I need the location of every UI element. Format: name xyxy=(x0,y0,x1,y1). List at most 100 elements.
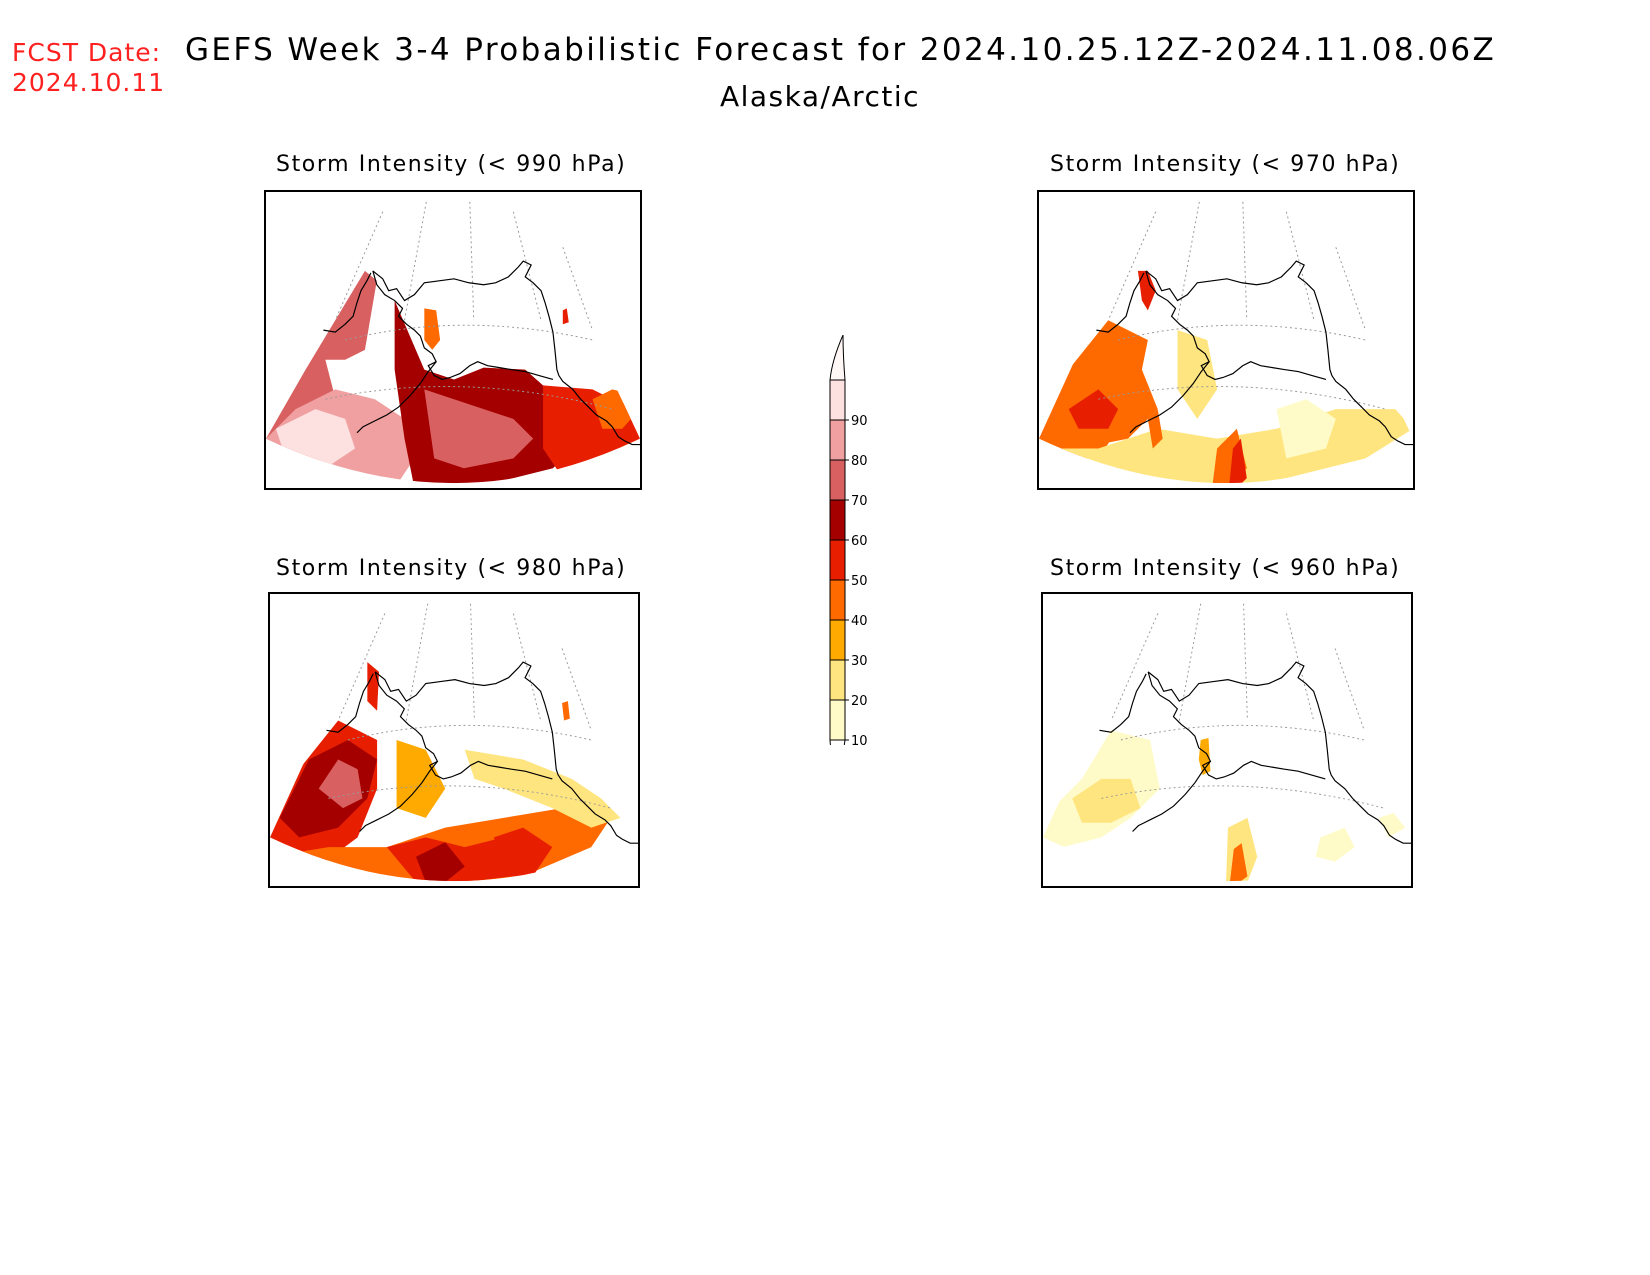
coastline xyxy=(1129,361,1210,434)
graticule-line xyxy=(405,603,429,721)
coastline xyxy=(1132,761,1211,832)
graticule-line xyxy=(512,613,542,721)
coastline xyxy=(1147,671,1326,780)
probability-colorbar: 10 20 30 40 50 60 70 80 90 xyxy=(829,335,868,745)
probability-region xyxy=(1229,843,1248,882)
probability-region xyxy=(1177,330,1218,419)
probability-region xyxy=(1228,438,1247,484)
map-panel-990 xyxy=(264,190,642,490)
graticule-line xyxy=(1243,603,1248,721)
coastline xyxy=(1145,260,1413,446)
colorbar-segment xyxy=(830,660,845,700)
shading-group xyxy=(1043,730,1406,882)
probability-region xyxy=(543,385,640,479)
colorbar-label: 90 xyxy=(851,414,868,429)
map-svg xyxy=(1043,603,1411,882)
panel-title-970: Storm Intensity (< 970 hPa) xyxy=(1050,152,1401,177)
coastline xyxy=(1096,272,1145,333)
graticule-line xyxy=(1107,211,1157,321)
probability-region xyxy=(1068,389,1119,429)
colorbar-top-wedge xyxy=(829,335,846,381)
forecast-date-value: 2024.10.11 xyxy=(12,68,166,97)
shading-group xyxy=(266,270,640,484)
graticule-line xyxy=(1285,211,1315,321)
graticule-line xyxy=(347,724,592,741)
probability-region xyxy=(464,749,621,828)
coastline xyxy=(1099,673,1147,733)
coastline xyxy=(372,260,640,446)
forecast-date-block: FCST Date: 2024.10.11 xyxy=(12,38,165,98)
probability-region xyxy=(493,827,553,877)
map-panel-980 xyxy=(268,592,640,888)
coastline xyxy=(374,661,638,844)
forecast-date-label: FCST Date: xyxy=(12,38,162,67)
colorbar-segment xyxy=(830,580,845,620)
coastline xyxy=(374,671,553,780)
probability-region xyxy=(396,740,446,818)
colorbar-segment xyxy=(830,620,845,660)
colorbar-label: 50 xyxy=(851,574,868,589)
graticule-line xyxy=(512,211,542,321)
map-svg xyxy=(1039,201,1413,484)
colorbar-bottom-wedge xyxy=(829,739,846,745)
probability-region xyxy=(1315,827,1355,862)
probability-region xyxy=(562,701,570,721)
map-panel-970 xyxy=(1037,190,1415,490)
panel-title-960: Storm Intensity (< 960 hPa) xyxy=(1050,556,1401,581)
colorbar-segment xyxy=(830,500,845,540)
graticule-line xyxy=(1120,724,1365,741)
graticule-line xyxy=(1110,613,1159,721)
map-panel-960 xyxy=(1041,592,1413,888)
probability-region xyxy=(562,308,569,325)
coastline xyxy=(323,272,372,333)
graticule-line xyxy=(404,201,427,321)
graticule-line xyxy=(1242,201,1248,321)
graticule-line xyxy=(337,613,386,721)
graticule-line xyxy=(1334,648,1365,731)
probability-region xyxy=(1072,778,1141,823)
probability-region xyxy=(1137,270,1156,311)
panel-title-990: Storm Intensity (< 990 hPa) xyxy=(276,152,627,177)
colorbar-segment xyxy=(830,460,845,500)
graticule-line xyxy=(470,603,475,721)
graticule-line xyxy=(1178,603,1202,721)
probability-region xyxy=(1276,399,1336,459)
graticule-line xyxy=(1285,613,1315,721)
graticule-line xyxy=(328,785,611,809)
probability-region xyxy=(424,389,534,469)
coastline xyxy=(359,761,438,832)
probability-region xyxy=(318,759,363,809)
graticule-line xyxy=(1177,201,1200,321)
colorbar-label: 70 xyxy=(851,494,868,509)
probability-region xyxy=(416,842,465,882)
coastline xyxy=(1147,661,1411,844)
colorbar-label: 40 xyxy=(851,614,868,629)
colorbar-segment xyxy=(830,420,845,460)
coastline xyxy=(372,270,554,381)
map-svg xyxy=(270,603,638,882)
probability-region xyxy=(424,308,441,350)
colorbar-label: 30 xyxy=(851,654,868,669)
panel-title-980: Storm Intensity (< 980 hPa) xyxy=(276,556,627,581)
colorbar-label: 10 xyxy=(851,734,868,745)
graticule-line xyxy=(1335,247,1366,331)
page-title: GEFS Week 3-4 Probabilistic Forecast for… xyxy=(185,32,1497,68)
colorbar-segment xyxy=(830,540,845,580)
graticule-line xyxy=(1118,324,1366,341)
probability-region xyxy=(1378,813,1406,838)
shading-group xyxy=(1039,270,1413,484)
colorbar-segment xyxy=(830,380,845,420)
graticule-line xyxy=(345,324,593,341)
shading-group xyxy=(270,662,621,882)
coastline xyxy=(356,361,437,434)
colorbar-label: 20 xyxy=(851,694,868,709)
graticule-line xyxy=(469,201,475,321)
colorbar-label: 80 xyxy=(851,454,868,469)
coastline xyxy=(326,673,374,733)
colorbar-segment xyxy=(830,700,845,740)
region-subtitle: Alaska/Arctic xyxy=(719,80,921,113)
colorbar-label: 60 xyxy=(851,534,868,549)
colorbar-outline xyxy=(829,379,846,741)
graticule-line xyxy=(1101,785,1384,809)
probability-region xyxy=(367,662,380,711)
